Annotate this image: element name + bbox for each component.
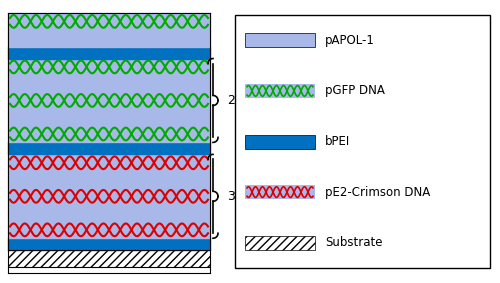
Bar (245, 33, 315, 47)
Bar (245, 84, 315, 98)
Bar (235, 15, 490, 268)
Bar (245, 185, 315, 199)
Text: 3: 3 (227, 190, 235, 203)
Bar (245, 236, 315, 250)
Text: Substrate: Substrate (325, 236, 382, 249)
Text: bPEI: bPEI (325, 135, 350, 148)
Bar (8, 250, 210, 267)
Text: 2: 2 (227, 94, 235, 107)
Text: pAPOL-1: pAPOL-1 (325, 34, 375, 47)
Text: pGFP DNA: pGFP DNA (325, 84, 385, 97)
Bar (245, 134, 315, 149)
Text: pE2-Crimson DNA: pE2-Crimson DNA (325, 186, 430, 199)
